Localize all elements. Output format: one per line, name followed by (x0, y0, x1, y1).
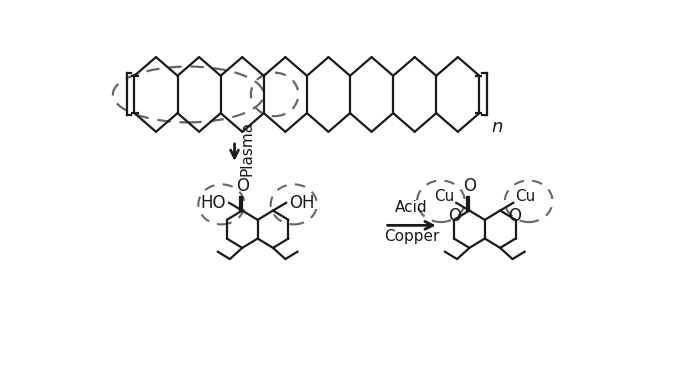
Text: Acid: Acid (395, 200, 428, 215)
Text: Plasma: Plasma (240, 121, 255, 176)
Text: n: n (491, 118, 502, 136)
Text: O: O (463, 177, 476, 195)
Text: O: O (448, 208, 462, 225)
Text: Cu: Cu (434, 189, 454, 204)
Text: HO: HO (201, 194, 226, 212)
Text: Copper: Copper (384, 229, 439, 244)
Text: OH: OH (289, 194, 315, 212)
Text: Cu: Cu (516, 189, 536, 204)
Text: O: O (236, 177, 248, 195)
Text: O: O (509, 208, 521, 225)
